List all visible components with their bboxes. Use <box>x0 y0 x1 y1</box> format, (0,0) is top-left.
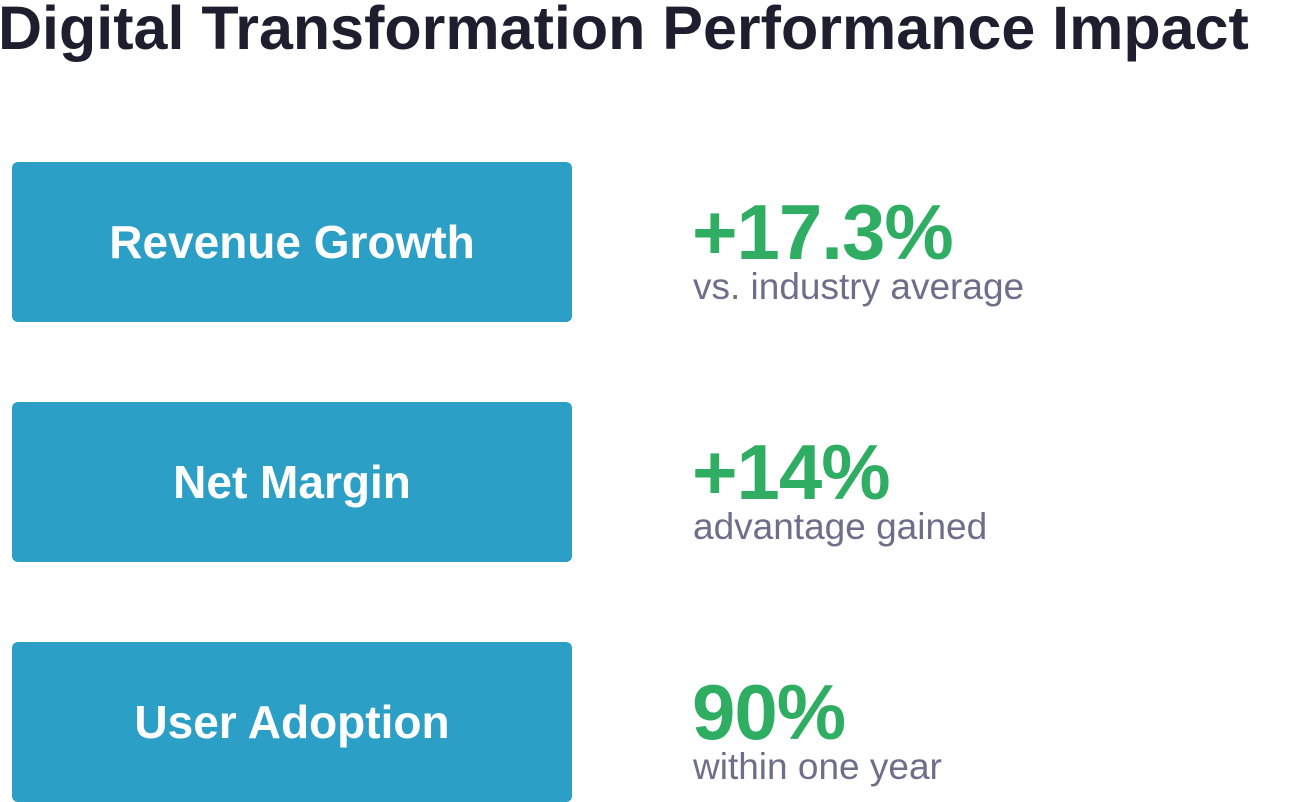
metric-label-box: Revenue Growth <box>12 162 572 322</box>
metric-row-net-margin: Net Margin +14% advantage gained <box>12 402 1302 562</box>
page-title: Digital Transformation Performance Impac… <box>0 0 1249 62</box>
metric-label-box: Net Margin <box>12 402 572 562</box>
metric-row-user-adoption: User Adoption 90% within one year <box>12 642 1302 802</box>
metric-label: Net Margin <box>173 456 411 508</box>
metric-value: +17.3% <box>692 188 954 276</box>
metric-value: 90% <box>692 668 846 756</box>
metric-label: Revenue Growth <box>109 216 475 268</box>
metric-value: +14% <box>692 428 891 516</box>
metric-caption: within one year <box>693 746 942 787</box>
metric-caption: vs. industry average <box>693 266 1025 307</box>
metric-label-box: User Adoption <box>12 642 572 802</box>
metric-label: User Adoption <box>134 696 450 748</box>
metric-row-revenue-growth: Revenue Growth +17.3% vs. industry avera… <box>12 162 1302 322</box>
metric-caption: advantage gained <box>693 506 988 547</box>
